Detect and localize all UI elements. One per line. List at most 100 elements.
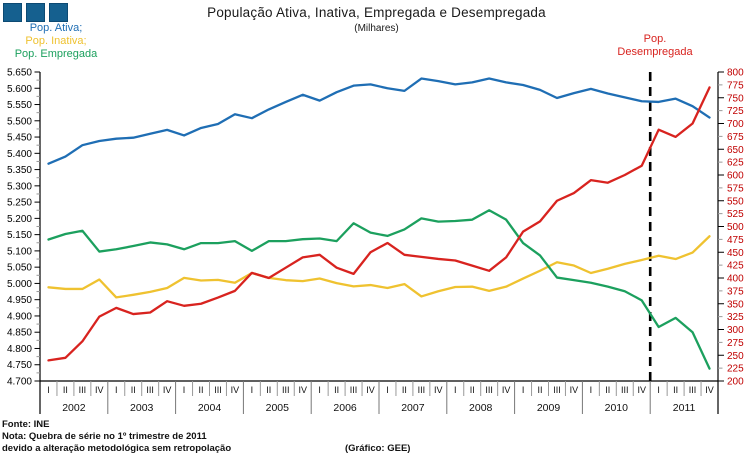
right-axis-label: 250 [727,351,744,362]
credit-text: (Gráfico: GEE) [345,443,411,454]
quarter-label: I [386,385,389,395]
legend-desempregada: Pop. Desempregada [600,33,710,59]
note-line-1: Nota: Quebra de série no 1º trimestre de… [2,431,207,442]
year-label: 2008 [469,402,493,414]
quarter-label: II [538,385,543,395]
right-axis-label: 400 [727,274,744,285]
right-axis-label: 800 [727,68,744,79]
left-axis-label: 5.550 [7,100,32,111]
right-axis-label: 500 [727,222,744,233]
right-axis-label: 275 [727,338,744,349]
quarter-label: I [115,385,118,395]
left-axis-label: 4.800 [7,344,32,355]
quarter-label: II [673,385,678,395]
quarter-label: IV [570,385,579,395]
quarter-label: II [402,385,407,395]
right-axis-label: 200 [727,377,744,388]
quarter-label: III [282,385,290,395]
right-axis-label: 725 [727,106,744,117]
series-line-pop-desempregada [47,86,711,362]
left-axis-label: 5.250 [7,198,32,209]
quarter-label: II [470,385,475,395]
year-label: 2003 [130,402,154,414]
series-line-pop-empregada [47,209,711,370]
right-axis-label: 700 [727,119,744,130]
legend-item-empregada: Pop. Empregada [14,48,98,60]
right-axis-label: 425 [727,261,744,272]
right-axis-label: 375 [727,286,744,297]
year-label: 2002 [62,402,86,414]
left-axis-label: 5.300 [7,181,32,192]
quarter-label: II [605,385,610,395]
page-title: População Ativa, Inativa, Empregada e De… [207,5,546,20]
quarter-label: II [131,385,136,395]
quarter-label: III [79,385,87,395]
quarter-label: I [454,385,457,395]
quarter-label: IV [95,385,104,395]
year-label: 2009 [537,402,561,414]
left-axis-label: 5.100 [7,246,32,257]
left-axis-label: 4.950 [7,295,32,306]
legend-item-inativa: Pop. Inativa; [25,35,87,47]
left-axis-label: 5.150 [7,230,32,241]
left-axis-label: 5.650 [7,68,32,79]
right-axis-label: 750 [727,93,744,104]
quarter-label: I [47,385,50,395]
logo-square-icon [3,3,22,22]
year-label: 2011 [673,402,696,414]
quarter-label: IV [163,385,172,395]
quarter-label: IV [502,385,511,395]
source-text: Fonte: INE [2,419,50,430]
quarter-label: II [334,385,339,395]
logo-square-icon [49,3,68,22]
right-axis-label: 775 [727,80,744,91]
left-axis-label: 4.700 [7,377,32,388]
left-axis-label: 5.600 [7,84,32,95]
three-squares-logo [3,3,68,22]
quarter-label: IV [298,385,307,395]
left-axis-label: 5.000 [7,279,32,290]
right-axis-label: 575 [727,183,744,194]
right-axis-label: 450 [727,248,744,259]
series-line-pop-inativa [47,235,711,299]
quarter-label: III [214,385,222,395]
quarter-label: I [522,385,525,395]
year-label: 2005 [266,402,290,414]
left-axis-label: 5.400 [7,149,32,160]
right-axis-label: 600 [727,171,744,182]
quarter-label: III [689,385,697,395]
right-axis-label: 525 [727,209,744,220]
year-label: 2007 [401,402,425,414]
quarter-label: I [657,385,660,395]
legend-desempregada-line2: Desempregada [617,46,693,58]
legend-desempregada-line1: Pop. [643,33,667,45]
right-axis-label: 650 [727,145,744,156]
quarter-label: II [266,385,271,395]
right-axis-label: 475 [727,235,744,246]
quarter-label: I [183,385,186,395]
quarter-label: IV [231,385,240,395]
left-axis-label: 5.200 [7,214,32,225]
quarter-label: IV [705,385,714,395]
right-axis-label: 625 [727,158,744,169]
footer-notes: Fonte: INE Nota: Quebra de série no 1º t… [2,419,231,455]
year-label: 2004 [198,402,222,414]
quarter-label: I [251,385,254,395]
left-axis-label: 4.750 [7,360,32,371]
quarter-label: III [621,385,629,395]
note-line-2: devido a alteração metodológica sem retr… [2,443,232,454]
quarter-label: III [146,385,154,395]
left-axis-label: 5.350 [7,165,32,176]
quarter-label: III [485,385,493,395]
quarter-label: I [590,385,593,395]
quarter-label: III [553,385,561,395]
left-axis-label: 5.500 [7,116,32,127]
left-axis-label: 5.050 [7,263,32,274]
legend-left: Pop. Ativa; Pop. Inativa; Pop. Empregada [0,22,112,61]
quarter-label: I [318,385,321,395]
quarter-label: IV [434,385,443,395]
right-axis-label: 675 [727,132,744,143]
